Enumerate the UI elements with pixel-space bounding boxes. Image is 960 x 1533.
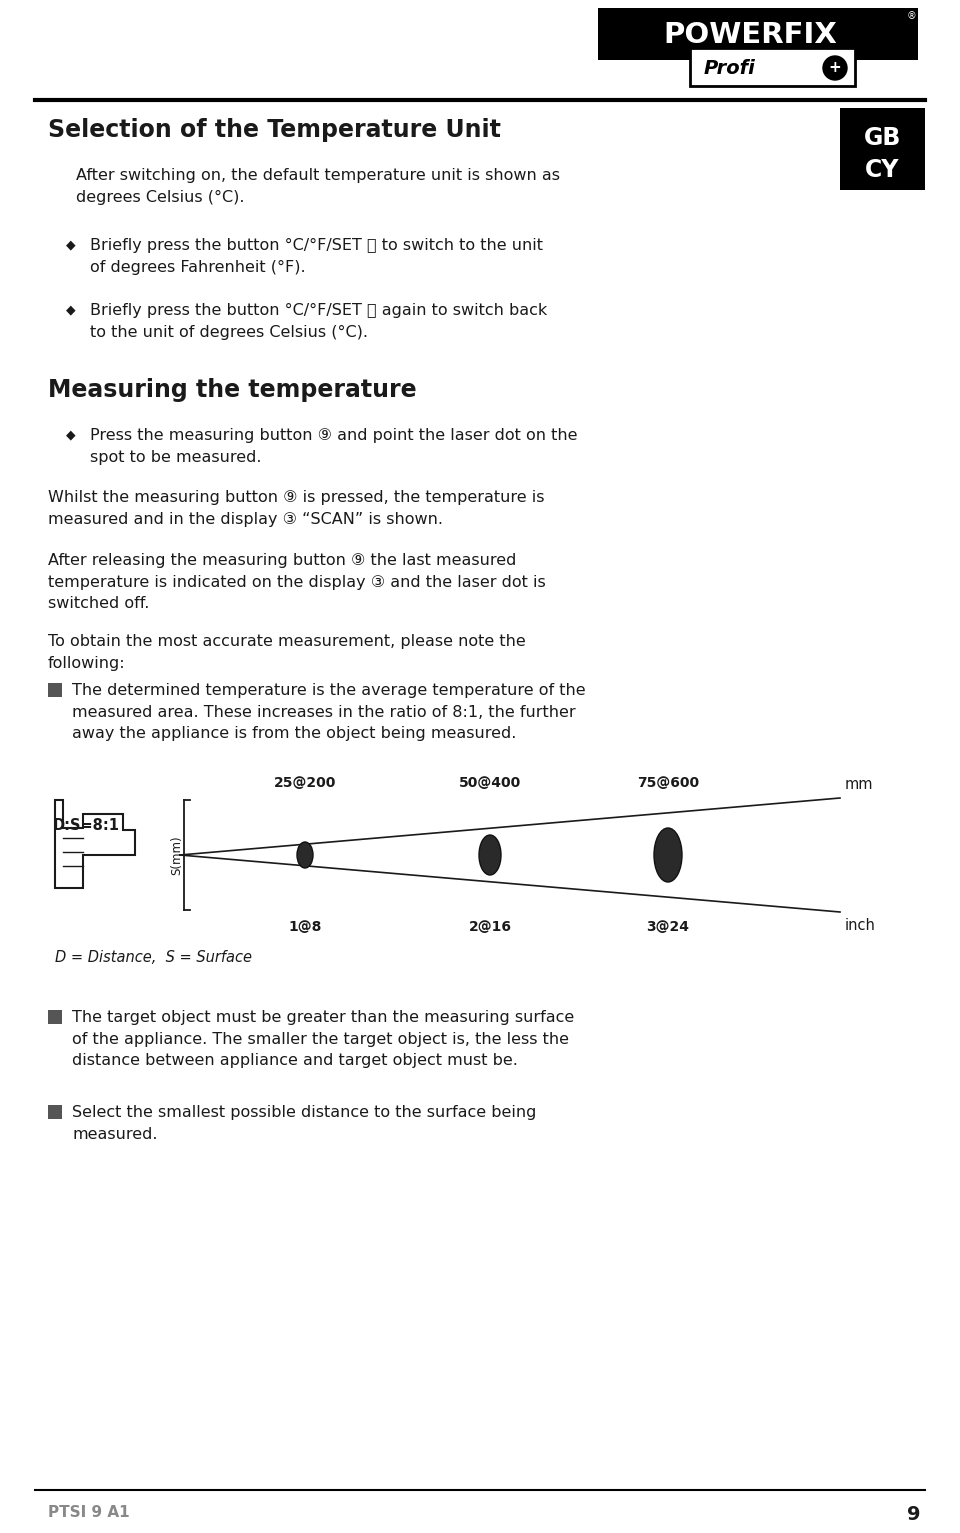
Text: Select the smallest possible distance to the surface being
measured.: Select the smallest possible distance to… [72,1105,537,1142]
Text: D:S=8:1: D:S=8:1 [53,819,120,832]
Text: 9: 9 [906,1505,920,1524]
Text: After switching on, the default temperature unit is shown as
degrees Celsius (°C: After switching on, the default temperat… [76,169,560,204]
Text: D = Distance,  S = Surface: D = Distance, S = Surface [55,950,252,964]
Text: Profi: Profi [704,58,756,78]
FancyBboxPatch shape [840,107,925,190]
Circle shape [823,57,847,80]
Text: 2@16: 2@16 [468,920,512,934]
Text: 50@400: 50@400 [459,776,521,789]
Ellipse shape [297,842,313,868]
Text: Briefly press the button °C/°F/SET ⓔ again to switch back
to the unit of degrees: Briefly press the button °C/°F/SET ⓔ aga… [90,304,547,340]
Text: Press the measuring button ⑨ and point the laser dot on the
spot to be measured.: Press the measuring button ⑨ and point t… [90,428,578,464]
Text: 75@600: 75@600 [636,776,699,789]
Text: The determined temperature is the average temperature of the
measured area. Thes: The determined temperature is the averag… [72,684,586,740]
Text: CY: CY [865,158,900,182]
Ellipse shape [479,835,501,875]
Text: Briefly press the button °C/°F/SET ⓔ to switch to the unit
of degrees Fahrenheit: Briefly press the button °C/°F/SET ⓔ to … [90,238,543,274]
Text: ®: ® [907,11,917,21]
FancyBboxPatch shape [48,1010,62,1024]
Text: 3@24: 3@24 [646,920,689,934]
Text: Measuring the temperature: Measuring the temperature [48,379,417,402]
Text: ◆: ◆ [66,238,76,251]
Text: +: + [828,60,841,75]
Text: S(mm): S(mm) [171,835,183,875]
Text: 1@8: 1@8 [288,920,322,934]
Text: POWERFIX: POWERFIX [663,21,837,49]
Text: GB: GB [864,126,901,150]
Text: After releasing the measuring button ⑨ the last measured
temperature is indicate: After releasing the measuring button ⑨ t… [48,553,545,612]
Text: 25@200: 25@200 [274,776,336,789]
Text: The target object must be greater than the measuring surface
of the appliance. T: The target object must be greater than t… [72,1010,574,1069]
Text: PTSI 9 A1: PTSI 9 A1 [48,1505,130,1521]
Text: ◆: ◆ [66,428,76,442]
FancyBboxPatch shape [690,48,855,86]
Text: mm: mm [845,777,874,793]
Ellipse shape [654,828,682,881]
Text: ◆: ◆ [66,304,76,316]
FancyBboxPatch shape [48,1105,62,1119]
FancyBboxPatch shape [598,8,918,60]
Text: To obtain the most accurate measurement, please note the
following:: To obtain the most accurate measurement,… [48,635,526,670]
Text: inch: inch [845,918,876,934]
Text: Whilst the measuring button ⑨ is pressed, the temperature is
measured and in the: Whilst the measuring button ⑨ is pressed… [48,491,544,527]
FancyBboxPatch shape [48,684,62,698]
Text: Selection of the Temperature Unit: Selection of the Temperature Unit [48,118,501,143]
